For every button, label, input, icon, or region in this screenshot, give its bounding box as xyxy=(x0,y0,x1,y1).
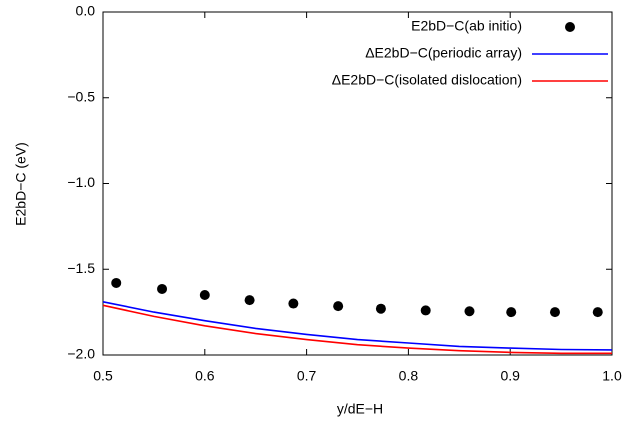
y-tick-label: 0.0 xyxy=(76,3,96,19)
legend-symbol xyxy=(565,22,575,32)
data-point xyxy=(157,283,168,294)
y-tick-label: −1.0 xyxy=(67,174,95,190)
plot-frame xyxy=(102,11,613,356)
data-point xyxy=(199,289,210,300)
x-tick-label: 0.5 xyxy=(93,368,113,384)
legend-label: ΔE2bD−C(isolated dislocation) xyxy=(332,72,522,88)
data-line xyxy=(102,301,613,351)
data-point xyxy=(549,307,560,318)
data-point xyxy=(592,307,603,318)
data-point xyxy=(111,277,122,288)
data-point xyxy=(244,295,255,306)
x-tick-label: 1.0 xyxy=(602,368,622,384)
data-point xyxy=(420,305,431,316)
data-line xyxy=(102,304,612,355)
data-point xyxy=(506,307,517,318)
y-axis-label: E2bD−C (eV) xyxy=(13,142,29,226)
legend-label: E2bD−C(ab initio) xyxy=(411,18,522,34)
data-point xyxy=(333,301,344,312)
x-tick-label: 0.7 xyxy=(297,368,317,384)
data-point xyxy=(375,303,386,314)
y-tick-label: −1.5 xyxy=(67,260,95,276)
data-point xyxy=(288,298,299,309)
y-tick-label: −2.0 xyxy=(67,346,95,362)
data-point xyxy=(464,306,475,317)
x-axis-label: y/dE−H xyxy=(337,401,383,417)
x-tick-label: 0.8 xyxy=(399,368,419,384)
legend-label: ΔE2bD−C(periodic array) xyxy=(365,45,522,61)
y-tick-label: −0.5 xyxy=(67,88,95,104)
x-tick-label: 0.9 xyxy=(500,368,520,384)
x-tick-label: 0.6 xyxy=(195,368,215,384)
